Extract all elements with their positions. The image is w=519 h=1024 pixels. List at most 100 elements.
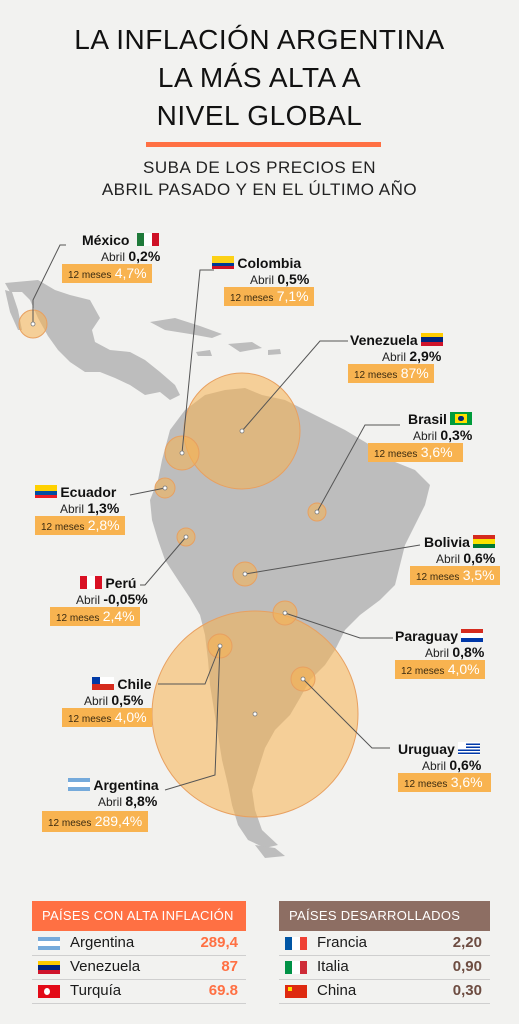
twelve-month-box: 12 meses 3,5%: [410, 566, 500, 585]
card-bolivia: Bolivia Abril 0,6% 12 meses 3,5%: [410, 534, 515, 585]
twelve-month-label: 12 meses: [374, 449, 418, 460]
twelve-month-value: 7,1%: [276, 288, 309, 304]
abril-label: Abril: [422, 759, 447, 773]
country-value: 289,4: [200, 934, 238, 951]
mexico-landmass: [5, 280, 180, 400]
table-row: Argentina 289,4: [32, 931, 246, 956]
card-paraguay: Paraguay Abril 0,8% 12 meses 4,0%: [395, 628, 505, 679]
twelve-month-box: 12 meses 4,0%: [395, 660, 485, 679]
country-name: Venezuela: [350, 332, 418, 348]
latin-america-map: [5, 244, 430, 858]
leader-colombia: [181, 269, 214, 454]
twelve-month-value: 289,4%: [94, 813, 143, 829]
twelve-month-value: 4,0%: [114, 709, 147, 725]
twelve-month-label: 12 meses: [41, 522, 85, 533]
abril-label: Abril: [60, 502, 85, 516]
card-chile: Chile Abril 0,5% 12 meses 4,0%: [62, 676, 162, 727]
abril-label: Abril: [436, 552, 461, 566]
country-name: Turquía: [70, 982, 122, 999]
table-developed-header: PAÍSES DESARROLLADOS: [279, 901, 490, 931]
twelve-month-box: 12 meses 87%: [348, 364, 434, 383]
country-name: Bolivia: [424, 534, 470, 550]
twelve-month-label: 12 meses: [68, 714, 112, 725]
abril-value: 0,2%: [128, 248, 161, 264]
country-name: Argentina: [93, 777, 159, 793]
country-value: 2,20: [452, 934, 482, 951]
bolivia-flag-icon: [473, 535, 496, 548]
abril-label: Abril: [425, 646, 450, 660]
card-argentina: Argentina Abril 8,8% 12 meses 289,4%: [42, 777, 167, 832]
country-name: Venezuela: [70, 958, 141, 975]
twelve-month-box: 12 meses 2,8%: [35, 516, 125, 535]
twelve-month-value: 3,5%: [462, 567, 495, 583]
twelve-month-label: 12 meses: [48, 818, 92, 829]
twelve-month-value: 4,7%: [114, 265, 147, 281]
abril-label: Abril: [76, 593, 101, 607]
card-colombia: Colombia Abril 0,5% 12 meses 7,1%: [212, 255, 332, 306]
turquia-flag-icon: [38, 985, 60, 998]
leader-bolivia: [244, 544, 421, 575]
ecuador-flag-icon: [35, 485, 57, 498]
leader-chile: [158, 645, 221, 685]
subtitle-line-2: ABRIL PASADO Y EN EL ÚLTIMO AÑO: [101, 180, 418, 199]
twelve-month-box: 12 meses 4,0%: [62, 708, 152, 727]
abril-value: 0,5%: [111, 692, 144, 708]
venezuela-flag-icon: [38, 961, 60, 974]
card-peru: Perú Abril -0,05% 12 meses 2,4%: [50, 575, 160, 626]
country-name: Francia: [317, 934, 368, 951]
country-value: 69.8: [208, 982, 238, 999]
table-row: Francia 2,20: [279, 931, 490, 956]
abril-value: 8,8%: [125, 793, 158, 809]
dot-chile: [217, 643, 223, 649]
jamaica-island: [196, 350, 212, 356]
abril-value: 0,5%: [277, 271, 310, 287]
baja-landmass: [5, 290, 22, 330]
twelve-month-box: 12 meses 7,1%: [224, 287, 314, 306]
twelve-month-box: 12 meses 4,7%: [62, 264, 152, 283]
leader-mexico: [32, 244, 66, 324]
cuba-island: [150, 318, 222, 338]
francia-flag-icon: [285, 937, 307, 950]
country-value: 0,30: [452, 982, 482, 999]
country-name: Uruguay: [398, 741, 455, 757]
twelve-month-label: 12 meses: [404, 779, 448, 790]
twelve-month-label: 12 meses: [230, 293, 274, 304]
country-name: China: [317, 982, 357, 999]
dot-colombia: [179, 450, 185, 456]
abril-label: Abril: [382, 350, 407, 364]
abril-value: 0,6%: [449, 757, 482, 773]
argentina-flag-icon: [68, 778, 90, 791]
card-uruguay: Uruguay Abril 0,6% 12 meses 3,6%: [398, 741, 508, 792]
leader-brasil: [316, 424, 400, 513]
abril-label: Abril: [250, 273, 275, 287]
title-line-1: LA INFLACIÓN ARGENTINA: [74, 24, 445, 55]
abril-value: 0,6%: [463, 550, 496, 566]
leader-venezuela: [241, 340, 348, 432]
abril-label: Abril: [413, 429, 438, 443]
argentina-flag-icon: [38, 937, 60, 950]
chile-flag-icon: [92, 677, 114, 690]
hispaniola-island: [228, 342, 262, 352]
italia-flag-icon: [285, 961, 307, 974]
twelve-month-value: 3,6%: [450, 774, 483, 790]
abril-value: 0,8%: [452, 644, 485, 660]
abril-value: 0,3%: [440, 427, 473, 443]
card-venezuela: Venezuela Abril 2,9% 12 meses 87%: [346, 332, 456, 383]
venezuela-flag-icon: [421, 333, 444, 346]
twelve-month-label: 12 meses: [401, 666, 445, 677]
table-row: Turquía 69.8: [32, 979, 246, 1004]
row-divider: [32, 955, 246, 956]
row-divider: [32, 1003, 246, 1004]
row-divider: [32, 979, 246, 980]
peru-flag-icon: [80, 576, 102, 589]
table-row: China 0,30: [279, 979, 490, 1004]
dot-ecuador: [162, 485, 168, 491]
abril-value: 2,9%: [409, 348, 442, 364]
leader-ecuador: [129, 487, 166, 496]
abril-value: 1,3%: [87, 500, 120, 516]
card-ecuador: Ecuador Abril 1,3% 12 meses 2,8%: [35, 484, 135, 535]
brasil-flag-icon: [450, 412, 473, 425]
location-dots: [30, 321, 320, 717]
card-brasil: Brasil Abril 0,3% 12 meses 3,6%: [368, 411, 478, 462]
leader-uruguay: [302, 678, 390, 749]
